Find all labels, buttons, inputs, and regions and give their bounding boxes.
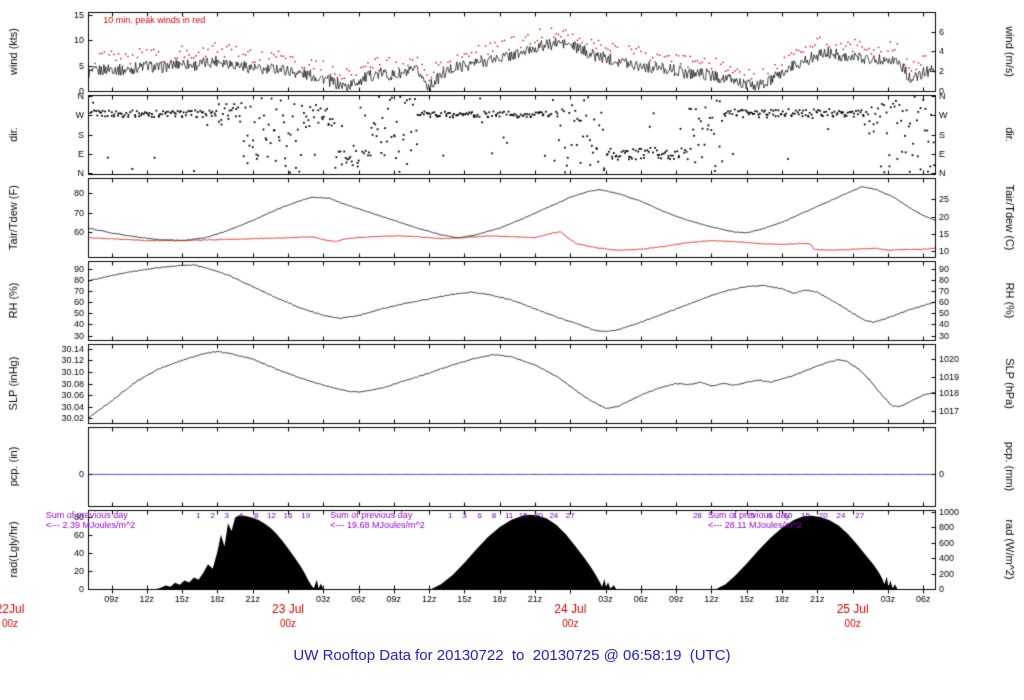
chart-title: UW Rooftop Data for 20130722 to 20130725…: [293, 647, 731, 664]
